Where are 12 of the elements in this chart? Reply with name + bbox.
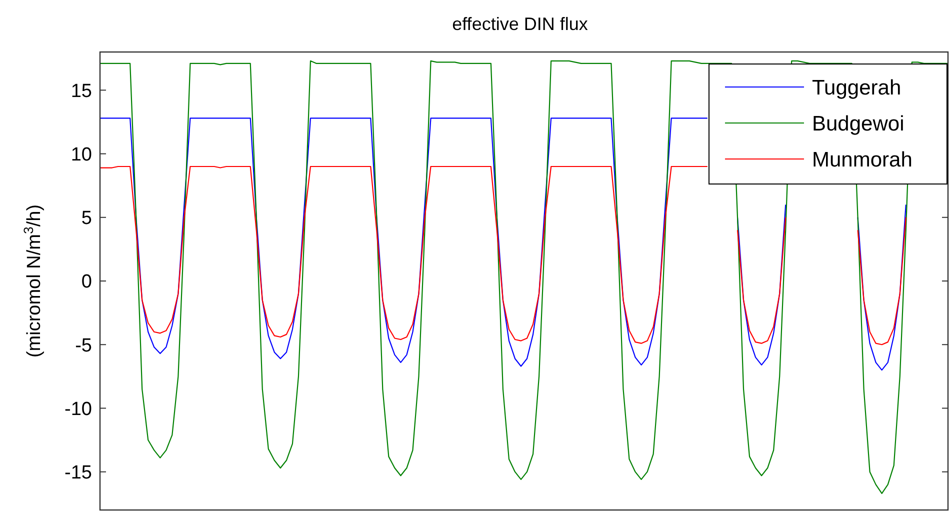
y-tick-label: -15 [64, 462, 92, 484]
line-series [99, 60, 949, 494]
chart-title: effective DIN flux [452, 14, 588, 34]
legend-label: Tuggerah [812, 76, 902, 100]
y-tick-label: 10 [70, 144, 92, 166]
y-tick-label: 5 [81, 208, 92, 230]
y-tick-label: -10 [64, 398, 92, 420]
y-tick-label: 0 [81, 272, 92, 293]
y-tick-label: -5 [75, 335, 92, 356]
legend-label: Budgewoi [812, 112, 904, 136]
legend-label: Munmorah [812, 148, 912, 172]
y-tick-label: 15 [70, 80, 92, 102]
